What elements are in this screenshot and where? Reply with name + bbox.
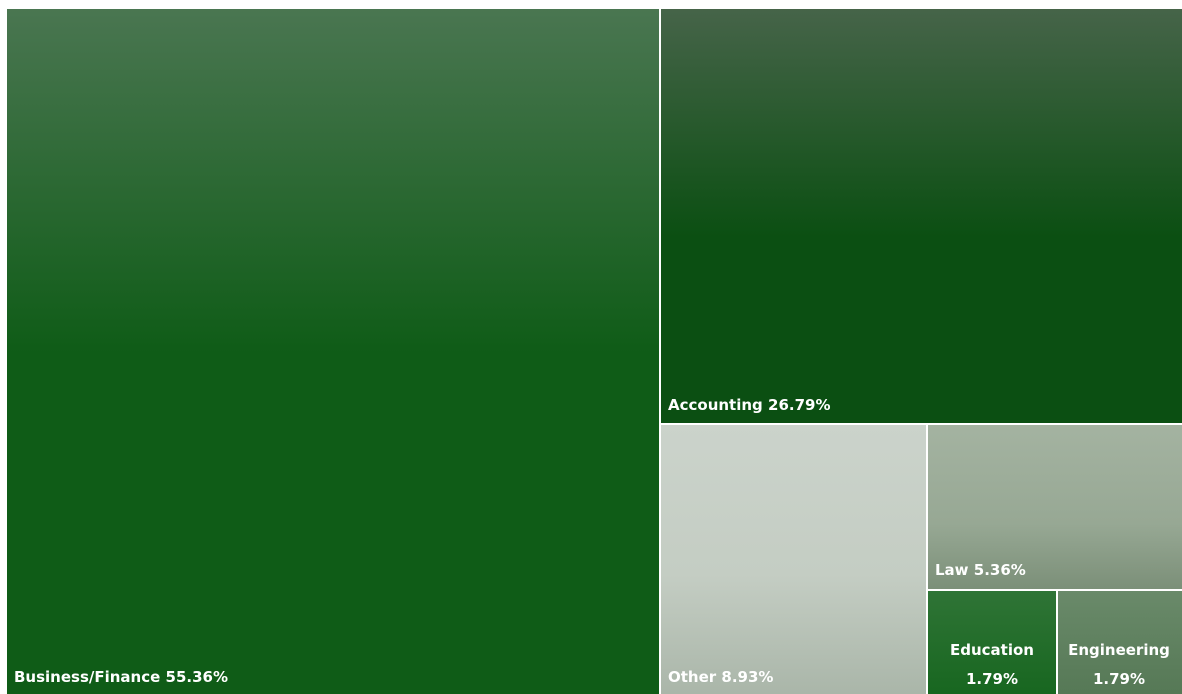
tile-label-engineering-name: Engineering bbox=[1068, 641, 1170, 659]
treemap-tile-business-finance bbox=[5, 7, 661, 694]
tile-label-education-value: 1.79% bbox=[966, 670, 1018, 688]
tile-label-law: Law 5.36% bbox=[935, 561, 1026, 579]
tile-label-other: Other 8.93% bbox=[668, 668, 773, 686]
treemap-tile-education bbox=[926, 589, 1058, 694]
tile-label-engineering-value: 1.79% bbox=[1093, 670, 1145, 688]
treemap-tile-accounting bbox=[659, 7, 1182, 425]
treemap-tile-law bbox=[926, 423, 1182, 591]
treemap-tile-engineering bbox=[1056, 589, 1182, 694]
tile-label-business-finance: Business/Finance 55.36% bbox=[14, 668, 228, 686]
tile-label-education-name: Education bbox=[950, 641, 1034, 659]
treemap-tile-other bbox=[659, 423, 928, 694]
tile-label-accounting: Accounting 26.79% bbox=[668, 396, 830, 414]
